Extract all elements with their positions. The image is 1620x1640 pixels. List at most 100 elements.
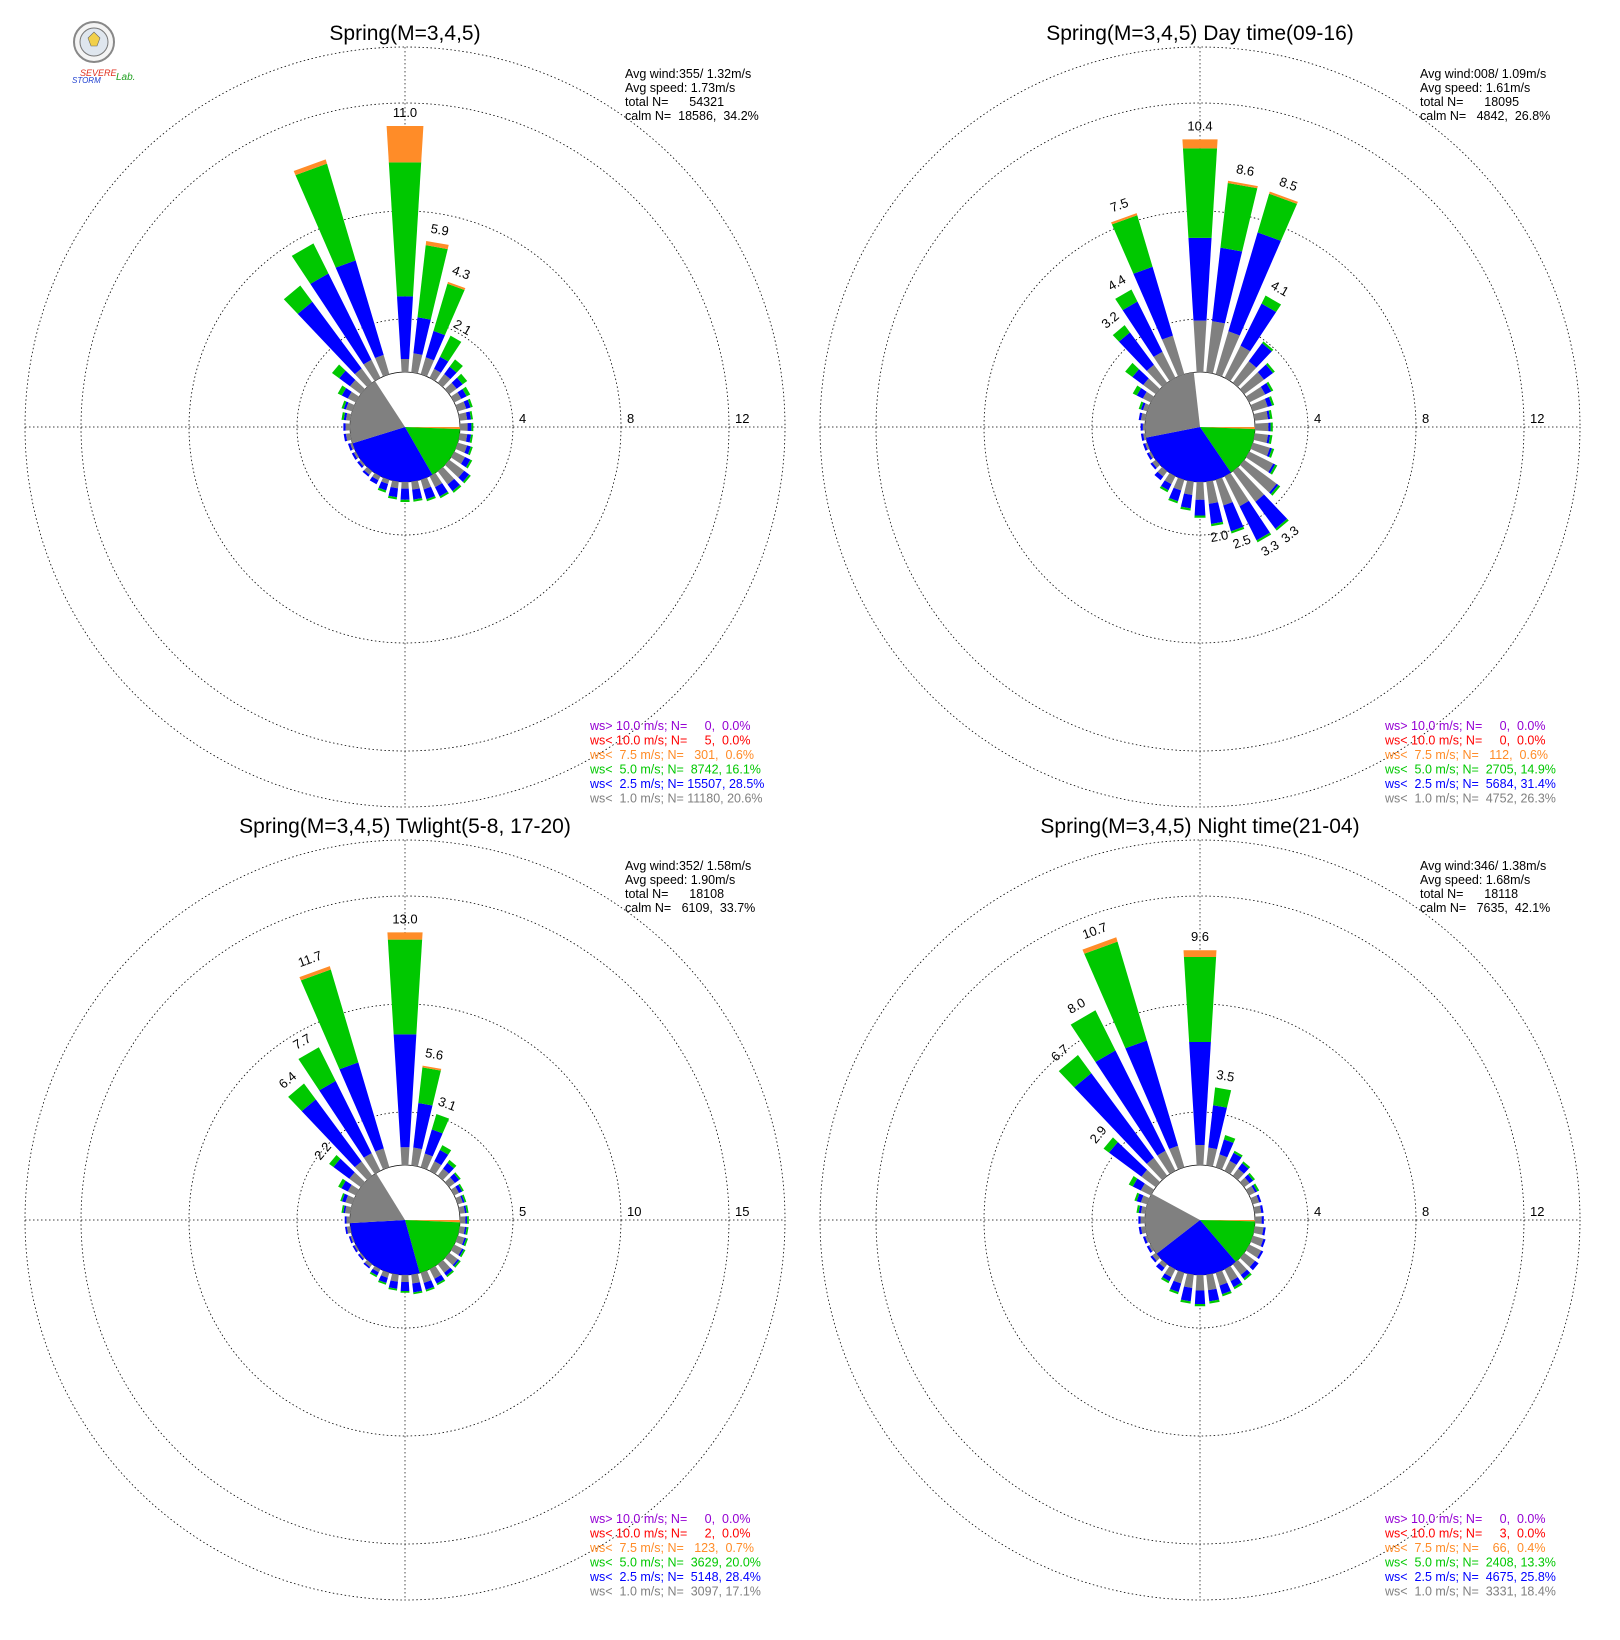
rose-bar-segment [1195,1144,1205,1166]
rose-bar-segment [1212,247,1243,324]
rose-bar-segment [345,1226,349,1235]
legend-entry-lt2_5: ws< 2.5 m/s; N= 5148, 28.4% [589,1570,761,1584]
rose-bar-segment [1243,1272,1252,1281]
rose-bar-segment [439,1145,452,1155]
panel-title: Spring(M=3,4,5) Night time(21-04) [1040,815,1359,838]
rose-bar-segment [435,483,448,497]
rose-bar-segment [1227,180,1258,189]
rose-bar-segment [1182,139,1218,149]
rose-bar-segment [1150,462,1157,470]
ring-tick-label: 8 [1422,411,1429,426]
rose-bar-segment [1232,466,1265,502]
rose-bar-segment [1232,1259,1248,1276]
rose-bar-segment [1245,386,1266,403]
rose-bar-segment [1224,472,1249,507]
rose-bar-segment [1260,1205,1264,1214]
calm-pie-slice-lt2_5 [1146,427,1231,482]
rose-bar-segment [1253,411,1269,421]
rose-bar-segment [1208,1105,1227,1150]
bar-value-label: 8.0 [1065,995,1088,1017]
rose-bar-segment [341,1193,348,1203]
rose-bar-segment [1239,459,1277,493]
legend-entry-gt10: ws> 10.0 m/s; N= 0, 0.0% [1384,719,1546,733]
rose-bar-segment [1253,433,1269,443]
rose-bar-segment [378,481,389,491]
rose-bar-segment [345,1205,352,1214]
rose-bar-segment [426,496,436,502]
rose-bar-segment [1250,442,1270,457]
calm-pie-slice-lt1 [1144,1193,1200,1254]
rose-bar-segment [331,364,346,379]
rose-bar-segment [1152,1252,1161,1261]
rose-bar-segment [298,1047,336,1091]
rose-bar-segment [1269,191,1298,204]
rose-bar-segment [458,1226,465,1235]
rose-bar-segment [429,1161,442,1175]
rose-bar-segment [460,1195,465,1203]
rose-bar-segment [397,296,413,359]
bar-value-label: 8.5 [1277,174,1299,194]
rose-bar-segment [434,1274,445,1284]
rose-bar-segment [444,1267,453,1276]
panel-title: Spring(M=3,4,5) Day time(09-16) [1046,22,1354,45]
legend-entry-lt5: ws< 5.0 m/s; N= 3629, 20.0% [589,1556,761,1570]
rose-bar-segment [434,356,449,373]
rose-bar-segment [450,1244,463,1256]
rose-bar-segment [1233,1282,1243,1290]
stats-line: total N= 54321 [625,95,724,109]
rose-bar-segment [446,1270,454,1278]
rose-bar-segment [417,245,448,320]
rose-bar-segment [1112,325,1130,342]
stats-line: Avg speed: 1.90m/s [625,873,735,887]
rose-bar-segment [1136,1193,1144,1203]
rose-bar-segment [1195,1274,1205,1291]
rose-bar-segment [1141,1169,1161,1188]
rose-bar-segment [423,486,436,500]
rose-bar-segment [1239,1252,1256,1268]
rose-bar-segment [418,1067,441,1106]
rose-bar-segment [459,1249,466,1258]
rose-bar-segment [387,932,423,940]
rose-bar-segment [1142,391,1155,403]
rose-bar-segment [425,240,449,250]
stats-line: Avg speed: 1.68m/s [1420,873,1530,887]
rose-bar-segment [449,359,463,373]
rose-bar-segment [411,480,420,490]
rose-bar-segment [1250,1195,1260,1205]
rose-bar-segment [1140,433,1145,441]
rose-bar-segment [288,1083,316,1112]
rose-bar-segment [465,411,472,420]
bar-value-label: 11.7 [296,948,324,970]
rose-bar-segment [443,1162,454,1174]
rose-bar-segment [458,433,468,442]
rose-bar-segment [380,1270,390,1278]
rose-bar-segment [400,488,410,500]
calm-pie-slice-lt5 [405,1220,460,1274]
rose-bar-segment [1095,1050,1166,1156]
rose-bar-segment [1169,1288,1179,1295]
rose-bar-segment [400,1291,410,1293]
rose-bar-segment [1245,1185,1256,1196]
rose-bar-segment [335,260,384,359]
rose-bar-segment [339,370,356,387]
rose-bar-segment [1261,1216,1264,1224]
rose-bar-segment [454,1260,461,1268]
rose-bar-segment [1103,1137,1118,1153]
rose-bar-segment [1254,1216,1262,1224]
rose-bar-segment [444,459,465,478]
calm-pie-slice-lt7_5 [1200,1220,1255,1222]
rose-bar-segment [429,472,443,488]
rose-bar-segment [1155,1263,1165,1272]
rose-bar-segment [347,391,360,403]
rose-bar-segment [1145,1235,1150,1243]
rose-bar-segment [1140,1183,1155,1196]
rose-bar-segment [1269,483,1279,495]
rose-bar-segment [375,1148,390,1170]
rose-bar-segment [1232,1168,1245,1181]
stats-line: total N= 18118 [1420,887,1518,901]
rose-bar-segment [455,442,468,453]
rose-bar-segment [349,379,366,395]
rose-bar-segment [378,1275,388,1284]
legend-entry-lt5: ws< 5.0 m/s; N= 2408, 13.3% [1384,1556,1556,1570]
bar-value-label: 3.3 [1258,537,1281,559]
